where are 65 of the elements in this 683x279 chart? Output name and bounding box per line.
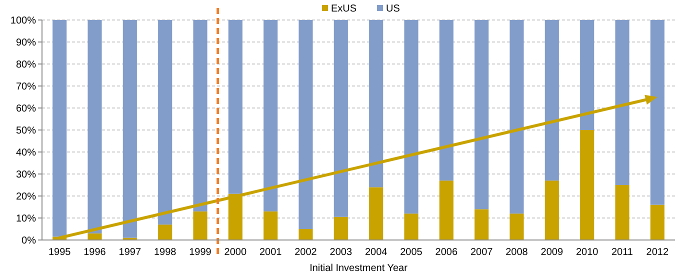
bar (615, 20, 630, 185)
y-tick-label: 90% (16, 38, 36, 48)
bar (580, 130, 594, 240)
bar (334, 216, 348, 240)
bar (650, 204, 664, 240)
bar (474, 209, 489, 240)
bar (158, 224, 172, 240)
bar (52, 20, 67, 237)
bar (510, 214, 524, 240)
bar (510, 20, 524, 214)
x-tick-label: 2012 (646, 247, 669, 258)
bar (615, 185, 630, 240)
bar (544, 180, 559, 240)
x-tick-label: 1999 (189, 247, 212, 258)
x-tick-label: 2005 (400, 247, 423, 258)
x-tick-label: 2006 (435, 247, 458, 258)
bar (264, 20, 278, 212)
x-tick-label: 1996 (84, 247, 106, 258)
bar (439, 20, 454, 181)
bar (369, 20, 384, 188)
bar (122, 20, 137, 238)
x-tick-label: 2002 (294, 247, 318, 258)
bar (88, 20, 102, 234)
y-tick-label: 0% (22, 236, 36, 246)
y-tick-label: 40% (16, 148, 36, 158)
bar (474, 20, 489, 210)
bar (158, 20, 172, 225)
x-tick-label: 2009 (540, 247, 564, 258)
bar (404, 214, 418, 240)
y-tick-label: 70% (16, 82, 36, 92)
x-tick-label: 2008 (506, 247, 528, 258)
y-tick-label: 10% (16, 214, 36, 224)
x-tick-label: 2003 (330, 247, 352, 258)
y-tick-label: 30% (16, 170, 36, 180)
bar (369, 187, 384, 240)
x-tick-label: 1995 (48, 247, 72, 258)
bar (544, 20, 559, 181)
x-axis-title: Initial Investment Year (310, 263, 408, 274)
x-tick-label: 2011 (611, 247, 634, 258)
bar (193, 211, 208, 240)
y-tick-label: 100% (10, 16, 36, 26)
legend-label: US (386, 4, 400, 14)
x-tick-label: 1997 (118, 247, 142, 258)
bar (298, 229, 313, 240)
x-tick-label: 1998 (154, 247, 177, 258)
x-tick-label: 2010 (576, 247, 599, 258)
legend-label: ExUS (331, 4, 357, 14)
bar (193, 20, 208, 212)
x-tick-label: 2004 (364, 247, 388, 258)
bar (264, 211, 278, 240)
y-tick-label: 20% (16, 192, 36, 202)
y-tick-label: 50% (16, 126, 36, 136)
y-tick-label: 80% (16, 60, 36, 70)
bar (439, 180, 454, 240)
x-tick-label: 2001 (259, 247, 282, 258)
bar (404, 20, 418, 214)
y-tick-label: 60% (16, 104, 36, 114)
x-tick-label: 2000 (224, 247, 247, 258)
bar (580, 20, 594, 130)
bar (228, 194, 242, 240)
bar (298, 20, 313, 229)
bar (228, 20, 242, 194)
x-tick-label: 2007 (470, 247, 494, 258)
bar (334, 20, 348, 217)
bar (88, 233, 102, 240)
